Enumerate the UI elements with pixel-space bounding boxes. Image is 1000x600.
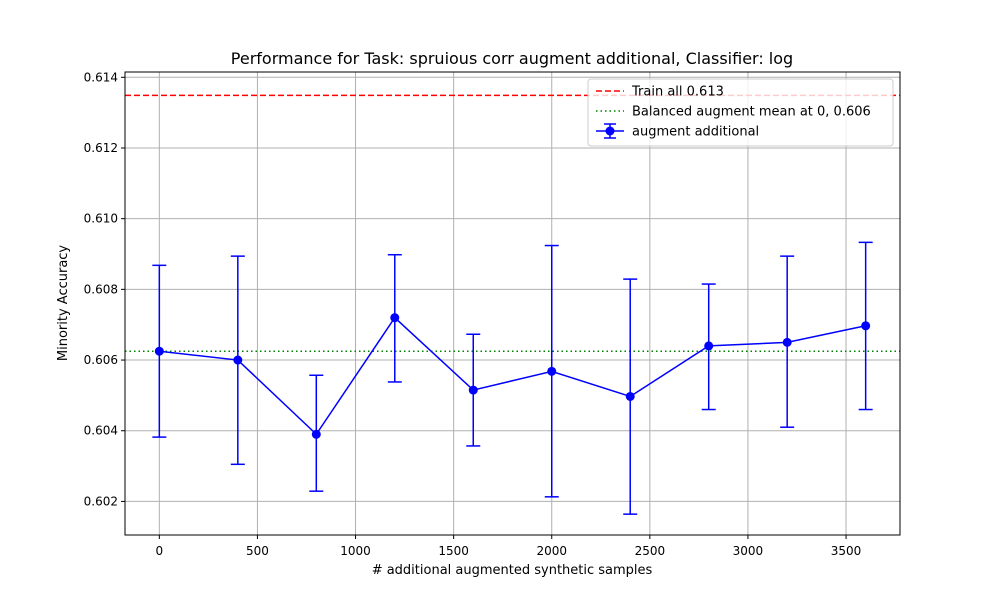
data-point [311, 429, 321, 439]
data-point [233, 355, 243, 365]
y-axis-ticks: 0.602 0.604 0.606 0.608 0.610 0.612 0.614 [84, 70, 125, 508]
y-tick-label: 0.614 [84, 70, 118, 84]
x-tick-label: 0 [156, 544, 164, 558]
x-tick-label: 2500 [635, 544, 666, 558]
chart-title: Performance for Task: spruious corr augm… [231, 49, 793, 68]
data-point [861, 321, 871, 331]
x-tick-label: 3500 [831, 544, 862, 558]
y-tick-label: 0.612 [84, 141, 118, 155]
data-point [625, 391, 635, 401]
legend-label: augment additional [632, 125, 759, 140]
data-point [468, 385, 478, 395]
data-point [390, 313, 400, 323]
legend: Train all 0.613 Balanced augment mean at … [587, 78, 894, 147]
y-tick-label: 0.606 [84, 353, 118, 367]
y-tick-label: 0.608 [84, 282, 118, 296]
x-tick-label: 3000 [733, 544, 764, 558]
grid [125, 72, 900, 535]
x-tick-label: 1500 [438, 544, 469, 558]
plot-area-frame [124, 71, 901, 536]
y-tick-label: 0.602 [84, 494, 118, 508]
x-tick-label: 500 [246, 544, 269, 558]
data-point [547, 366, 557, 376]
x-axis-label: # additional augmented synthetic samples [372, 563, 653, 578]
series-line [159, 316, 866, 436]
legend-label: Balanced augment mean at 0, 0.606 [632, 105, 871, 120]
y-axis-label: Minority Accuracy [56, 245, 71, 362]
y-tick-label: 0.604 [84, 424, 118, 438]
legend-box [587, 78, 894, 147]
legend-label: Train all 0.613 [631, 85, 724, 100]
data-point [154, 346, 164, 356]
reference-lines [125, 94, 900, 352]
legend-swatch-marker [605, 126, 615, 136]
x-tick-label: 2000 [536, 544, 567, 558]
data-point [704, 341, 714, 351]
series-augment-additional [152, 241, 873, 515]
x-axis-ticks: 0 500 1000 1500 2000 2500 3000 3500 [156, 535, 862, 558]
y-tick-label: 0.610 [84, 212, 118, 226]
x-tick-label: 1000 [340, 544, 371, 558]
data-point [782, 337, 792, 347]
